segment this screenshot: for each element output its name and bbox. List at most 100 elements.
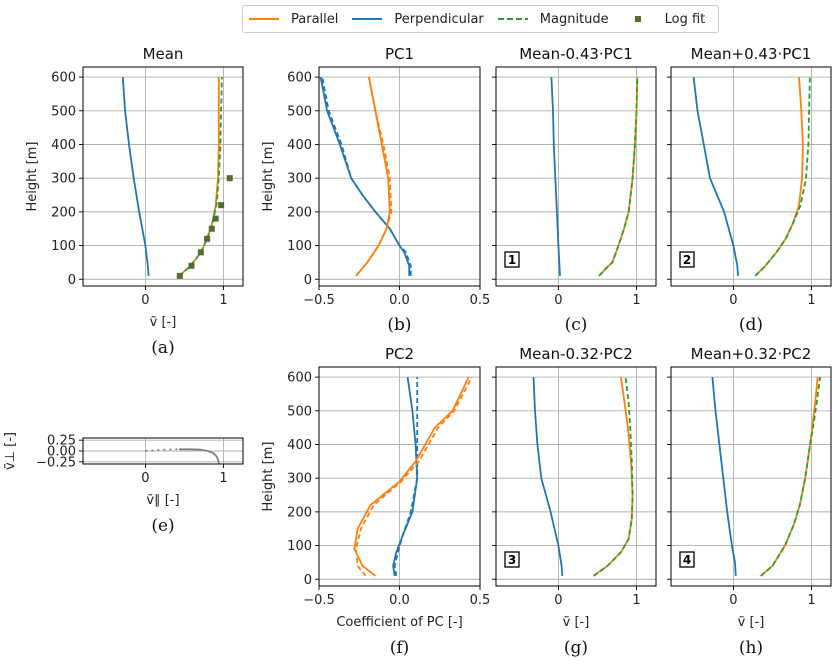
subplot-a: 0 1 0 100 200 300 400 500 600 Mean Height [m] ṽ [-]… <box>25 45 244 358</box>
y-tick-label: 200 <box>287 205 312 220</box>
y-tick-label: 100 <box>287 239 312 254</box>
series-line-magnitude <box>593 376 634 577</box>
y-tick-label: 600 <box>287 71 312 86</box>
series-group <box>145 448 220 464</box>
legend-label: Parallel <box>291 11 339 27</box>
series-group <box>550 77 639 277</box>
series-line-perpendicular <box>532 377 564 576</box>
subplot-e: 0 1 −0.250.000.25 ṽ⊥ [-] ṽ∥ [-] (e) <box>3 432 244 536</box>
y-tick-label: 0 <box>304 273 312 288</box>
x-tick-label: 1 <box>632 593 640 608</box>
x-tick-label: 0 <box>141 471 149 486</box>
data-point-log-fit <box>188 262 195 269</box>
series-line-magnitude <box>754 77 811 277</box>
subplot-caption: (d) <box>739 315 763 335</box>
legend-item-magnitude: Magnitude <box>497 11 609 27</box>
y-tick-label: 500 <box>287 104 312 119</box>
x-tick-label: 1 <box>807 593 815 608</box>
axes-frame <box>670 366 832 587</box>
x-tick-label: 1 <box>219 471 227 486</box>
series-line-parallel-magnitude <box>355 76 393 277</box>
series-line-parallel <box>178 77 220 277</box>
subplot-b: −0.5 0.0 0.5 0 100 200 300 400 500 600 PC1 Height [… <box>261 45 490 335</box>
subplot-h: 0 1 4 Mean+0.32·PC2 ṽ [-] (h) <box>667 345 832 658</box>
data-point-log-fit <box>212 215 219 222</box>
y-tick-label: 500 <box>51 104 76 119</box>
series-line-perpendicular <box>319 76 411 276</box>
y-axis-label: Height [m] <box>261 142 276 212</box>
series-line-perpendicular <box>392 376 419 577</box>
x-axis-label: ṽ [-] <box>563 615 590 630</box>
legend-swatch-perpendicular <box>352 18 383 20</box>
series-group <box>711 376 821 577</box>
subplot-title: Mean+0.32·PC2 <box>691 345 812 363</box>
subplot-c: 0 1 1 Mean-0.43·PC1 (c) <box>492 45 657 335</box>
legend: Parallel Perpendicular Magnitude Log fit <box>242 5 719 33</box>
series-line-parallel <box>353 376 470 577</box>
panel-badge-number: 1 <box>508 253 516 267</box>
legend-item-log-fit: Log fit <box>623 12 705 27</box>
subplot-caption: (h) <box>739 638 763 658</box>
axes-frame <box>82 437 244 465</box>
subplot-title: PC1 <box>385 45 414 63</box>
panel-badge-box <box>679 251 695 268</box>
subplot-d: 0 1 2 Mean+0.43·PC1 (d) <box>667 45 832 335</box>
legend-item-perpendicular: Perpendicular <box>352 12 484 27</box>
y-tick-label: 200 <box>287 505 312 520</box>
x-axis-label: ṽ∥ [-] <box>146 493 179 508</box>
axes-frame <box>318 66 481 287</box>
data-point-log-fit <box>208 225 215 232</box>
series-line-hodograph <box>179 448 220 464</box>
series-group <box>532 376 634 577</box>
y-tick-label: 100 <box>287 539 312 554</box>
series-line-perpendicular <box>692 76 739 276</box>
axes-frame <box>495 366 657 587</box>
subplot-caption: (f) <box>390 638 410 658</box>
legend-swatch-magnitude <box>497 18 528 20</box>
series-group <box>121 77 233 279</box>
y-axis-label: Height [m] <box>261 442 276 512</box>
x-tick-label: 0 <box>554 293 562 308</box>
y-tick-label: 0 <box>68 273 76 288</box>
y-tick-label: 600 <box>51 71 76 86</box>
y-tick-label: 300 <box>51 172 76 187</box>
subplot-title: Mean-0.43·PC1 <box>519 45 633 63</box>
panel-badge-box <box>679 551 695 568</box>
y-tick-label: 0 <box>304 573 312 588</box>
series-line-parallel <box>760 377 819 577</box>
x-tick-label: 0.5 <box>470 293 491 308</box>
series-line-parallel <box>593 376 634 577</box>
subplot-title: Mean-0.32·PC2 <box>519 345 633 363</box>
y-tick-label: 600 <box>287 371 312 386</box>
subplot-caption: (e) <box>151 516 174 536</box>
x-tick-label: 0.5 <box>470 593 491 608</box>
subplot-title: Mean <box>143 45 184 63</box>
x-tick-label: 0.0 <box>389 293 410 308</box>
y-tick-label: 200 <box>51 205 76 220</box>
subplot-caption: (c) <box>565 315 588 335</box>
data-point-log-fit <box>226 175 233 182</box>
x-tick-label: 1 <box>632 293 640 308</box>
y-tick-label: 0.00 <box>47 445 76 460</box>
y-tick-label: 400 <box>287 438 312 453</box>
x-tick-label: 0 <box>729 293 737 308</box>
y-tick-label: 400 <box>287 138 312 153</box>
subplot-caption: (g) <box>564 638 588 658</box>
x-axis-label: ṽ [-] <box>738 615 765 630</box>
x-tick-label: 1 <box>219 293 227 308</box>
y-tick-label: 100 <box>51 239 76 254</box>
legend-label: Magnitude <box>539 11 609 27</box>
y-tick-label: 400 <box>51 138 76 153</box>
subplot-f: −0.5 0.0 0.5 0 100 200 300 400 500 600 PC2 Height [… <box>261 345 490 658</box>
axes-frame <box>495 66 657 287</box>
series-line-perpendicular <box>121 77 150 276</box>
panel-badge-number: 3 <box>508 553 516 567</box>
x-tick-label: 1 <box>807 293 815 308</box>
series-line-magnitude <box>178 77 223 277</box>
subplot-caption: (b) <box>387 315 411 335</box>
x-tick-label: −0.5 <box>303 293 335 308</box>
panel-badge-box <box>504 551 520 568</box>
y-tick-label: −0.25 <box>36 455 76 470</box>
subplot-title: PC2 <box>385 345 414 363</box>
